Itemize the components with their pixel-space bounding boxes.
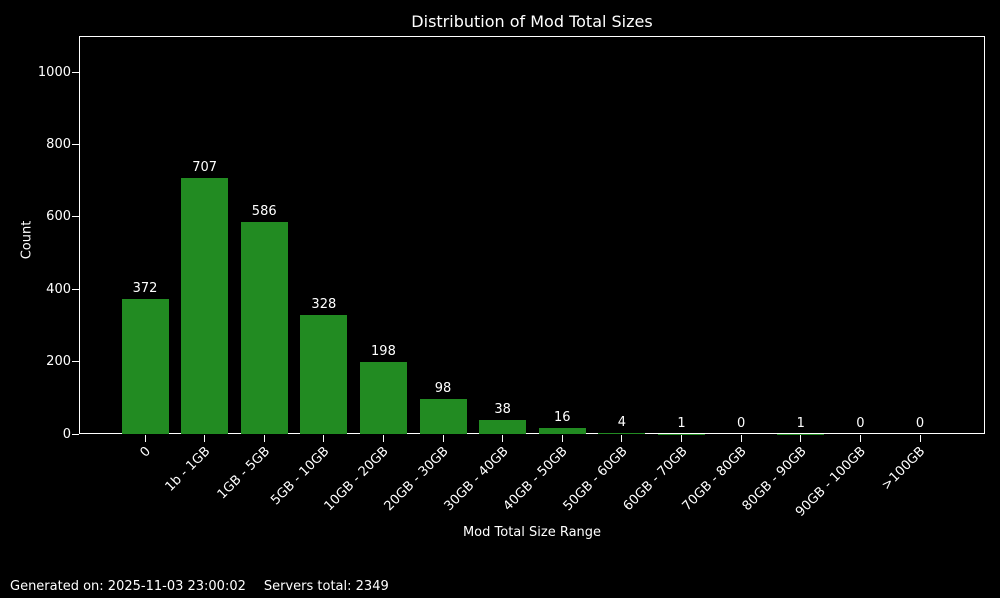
- bar: [181, 178, 229, 434]
- footer-divider: [0, 598, 1000, 600]
- bar-value-label: 0: [737, 416, 746, 431]
- x-tick-mark: [621, 435, 623, 442]
- y-tick-label: 600: [46, 209, 71, 225]
- y-tick-label: 1000: [37, 64, 71, 80]
- plot-area: [79, 36, 985, 434]
- bar-value-label: 1: [677, 415, 686, 431]
- y-tick-mark: [72, 433, 79, 435]
- y-tick-label: 800: [46, 137, 71, 153]
- y-tick-label: 200: [46, 354, 71, 370]
- x-tick-mark: [859, 435, 861, 442]
- y-tick-label: 0: [62, 426, 71, 442]
- x-tick-label: 0: [137, 444, 154, 461]
- x-tick-label: 5GB - 10GB: [268, 444, 333, 509]
- bar-value-label: 1: [796, 415, 805, 431]
- bar-value-label: 372: [132, 281, 158, 297]
- bar: [419, 398, 467, 434]
- footer-servers-total-text: Servers total: 2349: [263, 579, 389, 594]
- x-tick-mark: [323, 435, 325, 442]
- bar: [538, 428, 586, 434]
- x-tick-mark: [263, 435, 265, 442]
- bar-value-label: 586: [251, 203, 277, 219]
- x-tick-mark: [442, 435, 444, 442]
- x-tick-mark: [800, 435, 802, 442]
- x-tick-mark: [561, 435, 563, 442]
- bar: [300, 315, 348, 434]
- x-tick-mark: [144, 435, 146, 442]
- bar-value-label: 38: [494, 402, 511, 418]
- bar-value-label: 4: [617, 414, 627, 430]
- x-tick-mark: [681, 435, 683, 442]
- x-tick-mark: [382, 435, 384, 442]
- x-tick-mark: [919, 435, 921, 442]
- x-tick-label: 1b - 1GB: [162, 444, 214, 495]
- x-axis-label: Mod Total Size Range: [462, 525, 602, 540]
- y-tick-label: 400: [46, 281, 71, 297]
- y-tick-mark: [72, 144, 79, 146]
- y-tick-mark: [72, 71, 79, 73]
- bar: [359, 362, 407, 434]
- y-tick-mark: [72, 288, 79, 290]
- bar-value-label: 707: [192, 160, 218, 176]
- bar-value-label: 198: [371, 344, 396, 360]
- bar: [479, 420, 527, 434]
- x-tick-mark: [204, 435, 206, 442]
- bar-value-label: 98: [434, 380, 452, 396]
- bar: [240, 221, 288, 434]
- x-tick-label: >100GB: [879, 444, 929, 494]
- bar: [598, 432, 646, 434]
- bar: [121, 299, 169, 434]
- y-tick-mark: [72, 361, 79, 363]
- y-tick-mark: [72, 216, 79, 218]
- footer: Generated on: 2025-11-03 23:00:02 Servers…: [10, 579, 389, 594]
- bar-value-label: 16: [554, 410, 571, 426]
- x-tick-mark: [502, 435, 504, 442]
- bar-value-label: 0: [915, 416, 925, 431]
- footer-generated-text: Generated on: 2025-11-03 23:00:02: [10, 579, 246, 594]
- y-axis-label: Count: [19, 220, 35, 260]
- chart-title: Distribution of Mod Total Sizes: [411, 12, 653, 31]
- bar-value-label: 0: [856, 416, 865, 431]
- bar-value-label: 328: [311, 297, 337, 313]
- x-tick-label: 1GB - 5GB: [214, 444, 273, 503]
- x-tick-mark: [740, 435, 742, 442]
